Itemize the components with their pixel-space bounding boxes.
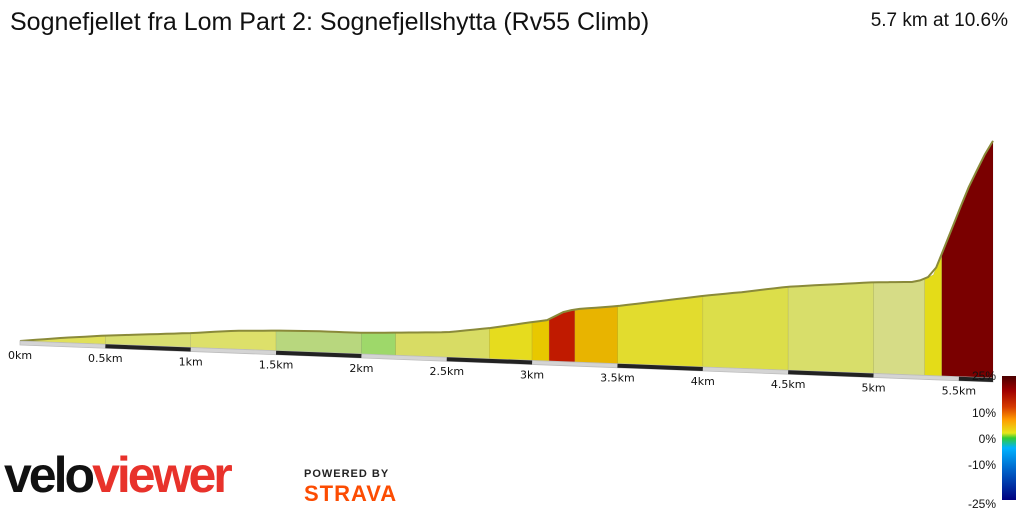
x-tick-label: 2.5km <box>429 365 464 378</box>
gradient-segment-13[interactable] <box>873 277 926 376</box>
x-tick-label: 5km <box>861 381 885 394</box>
x-tick-label: 2km <box>349 362 373 375</box>
gradient-segment-4[interactable] <box>361 332 396 356</box>
legend-label-0: 0% <box>978 432 996 446</box>
veloviewer-logo[interactable]: veloviewer <box>4 447 233 503</box>
legend-label-10: 10% <box>971 406 996 420</box>
x-tick-label: 5.5km <box>942 385 977 398</box>
powered-by-label: POWERED BY <box>304 468 390 480</box>
profile-ridge-line <box>19 140 994 342</box>
gradient-segment-12[interactable] <box>787 281 874 374</box>
legend-label-max: 25% <box>971 369 996 383</box>
x-tick-label: 0.5km <box>88 352 123 365</box>
road-km-band <box>275 350 362 358</box>
logo-velo: velo <box>4 447 95 503</box>
x-tick-label: 0km <box>8 349 32 362</box>
x-tick-label: 4km <box>691 375 715 388</box>
logo-viewer: viewer <box>92 447 233 503</box>
road-km-band <box>105 344 191 352</box>
legend-label-min: -25% <box>967 497 996 511</box>
gradient-segment-7[interactable] <box>531 319 550 362</box>
legend-label-minus10: -10% <box>967 458 996 472</box>
x-tick-label: 3.5km <box>600 372 635 385</box>
gradient-segment-3[interactable] <box>275 330 362 355</box>
road-km-band <box>788 370 874 378</box>
x-tick-label: 3km <box>520 368 544 381</box>
x-tick-label: 1.5km <box>259 359 294 372</box>
road-km-band <box>617 363 703 371</box>
gradient-segment-15[interactable] <box>941 139 994 379</box>
page-title: Sognefjellet fra Lom Part 2: Sognefjells… <box>10 8 650 36</box>
gradient-segment-9[interactable] <box>574 305 618 365</box>
gradient-segment-10[interactable] <box>617 295 704 368</box>
x-tick-label: 4.5km <box>771 378 806 391</box>
gradient-segment-11[interactable] <box>702 286 789 371</box>
road-km-band <box>446 357 533 365</box>
strava-logo[interactable]: STRAVA <box>304 481 398 506</box>
gradient-legend-bar <box>1002 376 1016 500</box>
climb-summary: 5.7 km at 10.6% <box>870 10 1008 31</box>
x-tick-label: 1km <box>179 355 203 368</box>
road-km-band <box>958 376 994 382</box>
